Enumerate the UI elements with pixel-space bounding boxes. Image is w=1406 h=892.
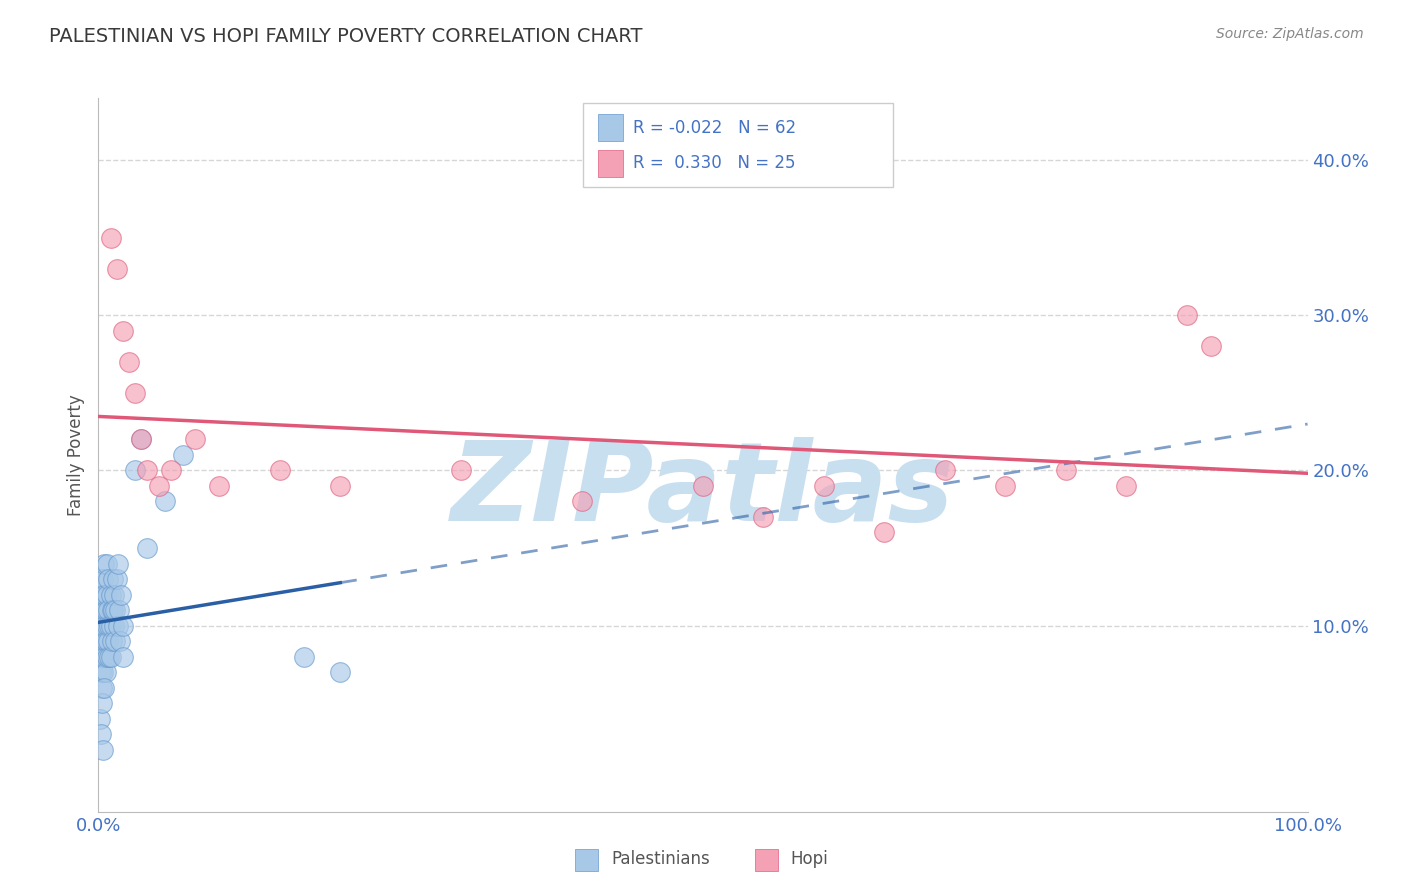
Point xyxy=(124,463,146,477)
Point xyxy=(94,634,117,648)
Point xyxy=(97,572,120,586)
Point xyxy=(93,588,115,602)
Point xyxy=(124,385,146,400)
Point xyxy=(96,557,118,571)
Point xyxy=(101,572,124,586)
Point xyxy=(90,572,112,586)
Point xyxy=(91,696,114,710)
Point xyxy=(100,634,122,648)
Point xyxy=(329,665,352,679)
Point xyxy=(90,634,112,648)
Point xyxy=(96,649,118,664)
Y-axis label: Family Poverty: Family Poverty xyxy=(66,394,84,516)
Point xyxy=(692,479,714,493)
Point xyxy=(100,588,122,602)
Point xyxy=(148,479,170,493)
Point xyxy=(91,665,114,679)
Point xyxy=(105,572,128,586)
Text: Source: ZipAtlas.com: Source: ZipAtlas.com xyxy=(1216,27,1364,41)
Point xyxy=(752,510,775,524)
Point xyxy=(90,603,112,617)
Point xyxy=(1054,463,1077,477)
Point xyxy=(450,463,472,477)
Point xyxy=(91,634,114,648)
Point xyxy=(184,433,207,447)
Point xyxy=(110,588,132,602)
Point xyxy=(129,433,152,447)
Point xyxy=(96,588,118,602)
Point xyxy=(93,681,115,695)
Point xyxy=(90,727,112,741)
Point xyxy=(994,479,1017,493)
Point xyxy=(329,479,352,493)
Text: R =  0.330   N = 25: R = 0.330 N = 25 xyxy=(633,154,796,172)
Text: R = -0.022   N = 62: R = -0.022 N = 62 xyxy=(633,119,796,136)
Point xyxy=(107,618,129,632)
Point xyxy=(111,324,134,338)
Point xyxy=(94,665,117,679)
Point xyxy=(105,261,128,276)
Point xyxy=(571,494,593,508)
Point xyxy=(100,231,122,245)
Point xyxy=(89,588,111,602)
Point xyxy=(104,603,127,617)
Point xyxy=(103,588,125,602)
Point xyxy=(172,448,194,462)
Point xyxy=(873,525,896,540)
Point xyxy=(118,355,141,369)
Point xyxy=(91,618,114,632)
Point xyxy=(103,618,125,632)
Point xyxy=(1199,339,1222,353)
Point xyxy=(91,742,114,756)
Point xyxy=(111,649,134,664)
Point xyxy=(100,649,122,664)
Point xyxy=(160,463,183,477)
Text: PALESTINIAN VS HOPI FAMILY POVERTY CORRELATION CHART: PALESTINIAN VS HOPI FAMILY POVERTY CORRE… xyxy=(49,27,643,45)
Point xyxy=(97,634,120,648)
Point xyxy=(90,665,112,679)
Point xyxy=(135,463,157,477)
Text: Palestinians: Palestinians xyxy=(612,849,710,868)
Point xyxy=(100,603,122,617)
Point xyxy=(93,557,115,571)
Point xyxy=(93,649,115,664)
Point xyxy=(934,463,956,477)
Point xyxy=(111,618,134,632)
Point xyxy=(98,618,121,632)
Point xyxy=(94,603,117,617)
Text: ZIPatlas: ZIPatlas xyxy=(451,437,955,544)
Point xyxy=(153,494,176,508)
Point xyxy=(1175,308,1198,322)
Point xyxy=(1115,479,1137,493)
Point xyxy=(93,618,115,632)
Point xyxy=(100,618,122,632)
Point xyxy=(269,463,291,477)
Point xyxy=(96,618,118,632)
Point xyxy=(129,433,152,447)
Point xyxy=(89,618,111,632)
Text: Hopi: Hopi xyxy=(790,849,828,868)
Point xyxy=(91,681,114,695)
Point xyxy=(108,603,131,617)
Point xyxy=(292,649,315,664)
Point xyxy=(91,649,114,664)
Point xyxy=(89,712,111,726)
Point xyxy=(91,603,114,617)
Point xyxy=(91,572,114,586)
Point xyxy=(97,603,120,617)
Point xyxy=(107,557,129,571)
Point xyxy=(91,588,114,602)
Point xyxy=(208,479,231,493)
Point xyxy=(108,634,131,648)
Point xyxy=(813,479,835,493)
Point xyxy=(98,649,121,664)
Point xyxy=(101,603,124,617)
Point xyxy=(135,541,157,555)
Point xyxy=(104,634,127,648)
Point xyxy=(89,649,111,664)
